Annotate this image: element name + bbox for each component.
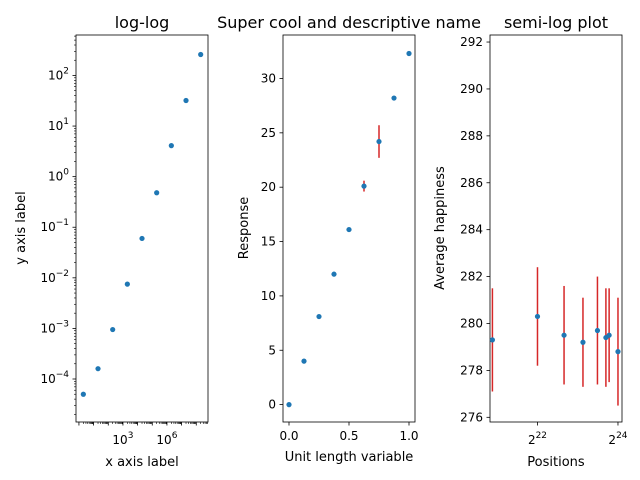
chart-title-log-log: log-log (115, 13, 170, 32)
x-axis-label-semi-log: Positions (527, 455, 585, 470)
chart-title-semi-log: semi-log plot (504, 13, 608, 32)
panel-log-log: log-log x axis label y axis label 10−410… (14, 13, 209, 470)
y-tick-label: 292 (460, 35, 483, 49)
y-tick-label: 10−1 (40, 218, 69, 234)
y-tick-label: 280 (460, 316, 483, 330)
y-tick-label: 290 (460, 82, 483, 96)
data-point (406, 50, 412, 57)
panel-response: Super cool and descriptive name Unit len… (217, 13, 481, 465)
data-point (183, 97, 189, 104)
y-tick-label: 30 (261, 71, 276, 85)
points-semi-log (489, 313, 621, 355)
data-point (316, 313, 322, 320)
x-tick-label: 1.0 (399, 429, 418, 443)
y-tick-label: 25 (261, 126, 276, 140)
data-point (80, 391, 86, 397)
panel-semi-log: semi-log plot Positions Average happines… (433, 13, 628, 470)
ticks-semi-log: 276 278 280 282 284 286 288 290 292 222 224 (460, 35, 628, 447)
x-tick-label: 103 (112, 431, 133, 447)
data-point (346, 226, 352, 233)
data-point (376, 138, 382, 145)
chart-title-response: Super cool and descriptive name (217, 13, 481, 32)
data-point (580, 339, 586, 345)
y-tick-label: 288 (460, 129, 483, 143)
points-response (286, 50, 412, 408)
ticks-response: 0 5 10 15 20 25 30 0.0 0.5 1.0 (261, 71, 419, 443)
y-axis-label-semi-log: Average happiness (433, 166, 448, 290)
data-point (168, 143, 174, 149)
x-tick-label: 0.5 (339, 429, 358, 443)
data-point (301, 358, 307, 364)
y-tick-label: 15 (261, 235, 276, 249)
x-axis-label-response: Unit length variable (285, 450, 414, 465)
data-point (391, 95, 397, 101)
data-point (615, 349, 621, 355)
x-axis-label-log-log: x axis label (105, 455, 178, 470)
y-tick-label: 276 (460, 410, 483, 424)
y-tick-label: 284 (460, 223, 483, 237)
data-point (124, 281, 130, 287)
data-point (489, 337, 496, 343)
y-tick-label: 5 (268, 343, 276, 357)
data-point (154, 190, 160, 196)
data-point (534, 313, 541, 320)
y-axis-label-response: Response (237, 197, 252, 259)
y-tick-label: 102 (48, 66, 69, 82)
data-point (95, 366, 101, 372)
y-tick-label: 0 (268, 398, 276, 412)
data-point (110, 326, 116, 333)
y-tick-label: 20 (261, 180, 276, 194)
y-tick-label: 10 (261, 289, 276, 303)
y-tick-label: 10−3 (40, 319, 69, 335)
x-tick-label: 222 (528, 431, 547, 447)
data-point (198, 51, 204, 58)
data-point (603, 334, 609, 341)
plot-area-log-log (75, 34, 209, 423)
data-point (361, 183, 367, 189)
data-point (139, 235, 145, 242)
points-log-log (80, 51, 204, 397)
x-tick-label: 224 (608, 431, 627, 447)
y-tick-label: 278 (460, 363, 483, 377)
y-tick-label: 101 (48, 117, 69, 133)
y-tick-label: 100 (48, 168, 69, 184)
x-tick-label: 106 (156, 431, 177, 447)
y-tick-label: 282 (460, 270, 483, 284)
y-axis-label-log-log: y axis label (14, 191, 29, 264)
data-point (286, 402, 292, 408)
data-point (594, 327, 601, 334)
plot-area-semi-log (489, 34, 623, 423)
data-point (331, 271, 337, 277)
ticks-log-log: 10−4 10−3 10−2 10−1 100 101 102 103 106 (40, 35, 208, 447)
y-tick-label: 286 (460, 176, 483, 190)
x-tick-label: 0.0 (279, 429, 298, 443)
y-tick-label: 10−4 (40, 370, 69, 386)
y-tick-label: 10−2 (40, 269, 69, 285)
data-point (561, 332, 567, 338)
